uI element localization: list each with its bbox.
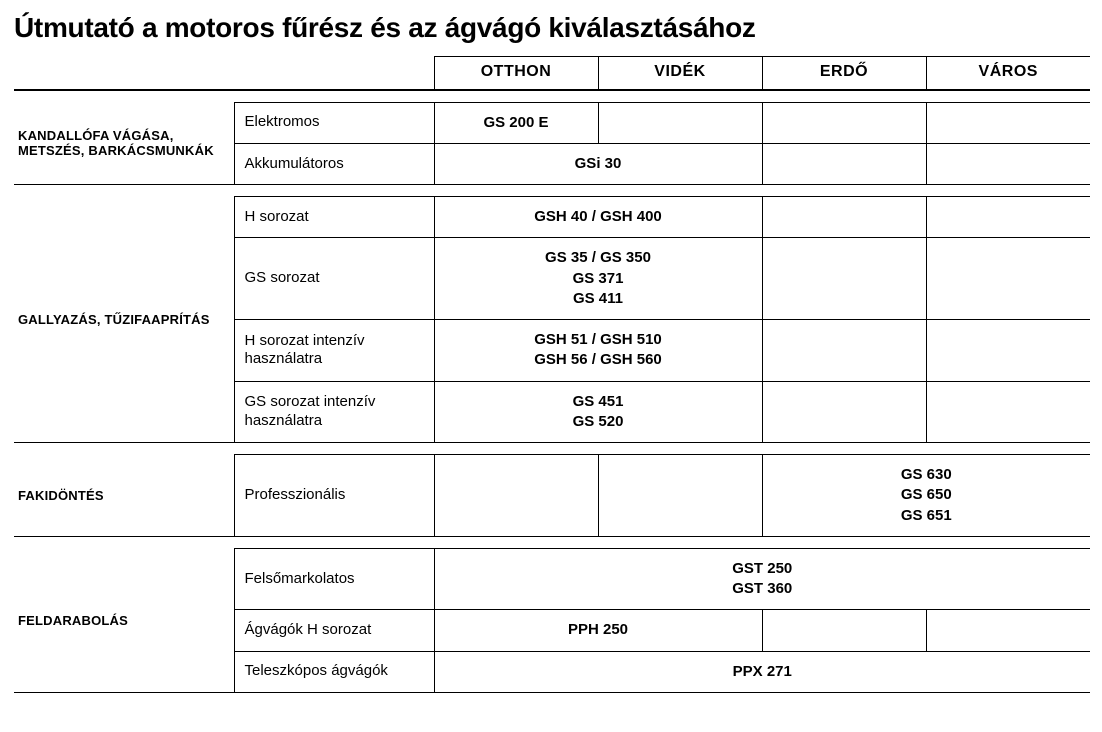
product-cell: GS 451GS 520: [434, 381, 762, 443]
header-varos: VÁROS: [926, 57, 1090, 91]
product-cell: GS 35 / GS 350GS 371GS 411: [434, 238, 762, 320]
product-cell: [926, 197, 1090, 238]
subcategory-label: H sorozat: [234, 197, 434, 238]
page-title: Útmutató a motoros fűrész és az ágvágó k…: [14, 12, 1088, 44]
table-row: GALLYAZÁS, TŰZIFAAPRÍTÁS H sorozat GSH 4…: [14, 197, 1090, 238]
product-cell: PPH 250: [434, 610, 762, 651]
table-row: KANDALLÓFA VÁGÁSA, METSZÉS, BARKÁCSMUNKÁ…: [14, 102, 1090, 143]
product-cell: [926, 143, 1090, 184]
product-cell: [926, 102, 1090, 143]
product-cell: [762, 238, 926, 320]
product-cell: [762, 610, 926, 651]
selection-table: OTTHON VIDÉK ERDŐ VÁROS KANDALLÓFA VÁGÁS…: [14, 56, 1090, 693]
category-label: KANDALLÓFA VÁGÁSA, METSZÉS, BARKÁCSMUNKÁ…: [14, 102, 234, 185]
subcategory-label: H sorozat intenzív használatra: [234, 320, 434, 382]
product-cell: GS 200 E: [434, 102, 598, 143]
product-cell: GS 630GS 650GS 651: [762, 455, 1090, 537]
product-cell: GSi 30: [434, 143, 762, 184]
category-label: FELDARABOLÁS: [14, 548, 234, 692]
product-cell: [926, 381, 1090, 443]
product-cell: [926, 320, 1090, 382]
subcategory-label: Elektromos: [234, 102, 434, 143]
header-videk: VIDÉK: [598, 57, 762, 91]
product-cell: [762, 320, 926, 382]
product-cell: PPX 271: [434, 651, 1090, 692]
subcategory-label: Teleszkópos ágvágók: [234, 651, 434, 692]
product-cell: [926, 238, 1090, 320]
subcategory-label: Felsőmarkolatos: [234, 548, 434, 610]
category-label: GALLYAZÁS, TŰZIFAAPRÍTÁS: [14, 197, 234, 443]
product-cell: GSH 51 / GSH 510GSH 56 / GSH 560: [434, 320, 762, 382]
subcategory-label: GS sorozat intenzív használatra: [234, 381, 434, 443]
subcategory-label: GS sorozat: [234, 238, 434, 320]
subcategory-label: Professzionális: [234, 455, 434, 537]
product-cell: GSH 40 / GSH 400: [434, 197, 762, 238]
header-erdo: ERDŐ: [762, 57, 926, 91]
product-cell: [434, 455, 598, 537]
subcategory-label: Akkumulátoros: [234, 143, 434, 184]
product-cell: [762, 381, 926, 443]
product-cell: [598, 102, 762, 143]
product-cell: [762, 197, 926, 238]
subcategory-label: Ágvágók H sorozat: [234, 610, 434, 651]
table-row: FAKIDÖNTÉS Professzionális GS 630GS 650G…: [14, 455, 1090, 537]
header-row: OTTHON VIDÉK ERDŐ VÁROS: [14, 57, 1090, 91]
product-cell: [598, 455, 762, 537]
table-row: FELDARABOLÁS Felsőmarkolatos GST 250GST …: [14, 548, 1090, 610]
header-blank: [234, 57, 434, 91]
product-cell: GST 250GST 360: [434, 548, 1090, 610]
product-cell: [762, 143, 926, 184]
header-blank: [14, 57, 234, 91]
product-cell: [762, 102, 926, 143]
product-cell: [926, 610, 1090, 651]
header-otthon: OTTHON: [434, 57, 598, 91]
category-label: FAKIDÖNTÉS: [14, 455, 234, 537]
